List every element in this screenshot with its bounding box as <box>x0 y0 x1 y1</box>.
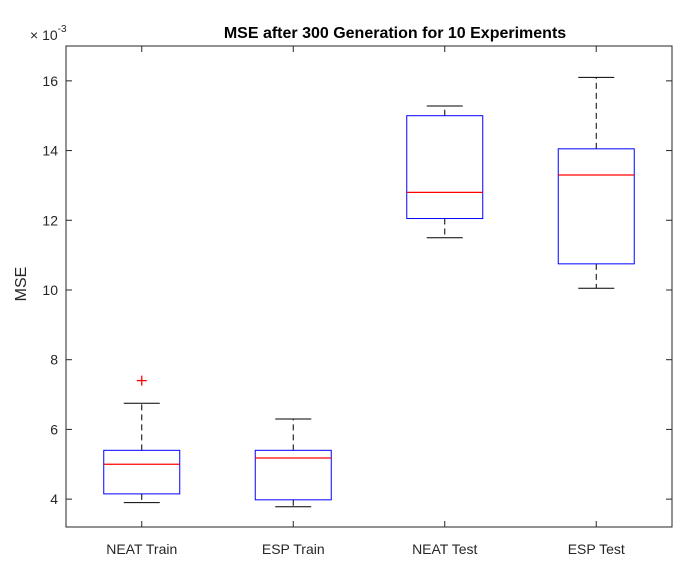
y-exponent-label: × 10-3 <box>30 24 67 43</box>
box-group-0 <box>103 375 181 504</box>
x-tick-label: ESP Train <box>262 541 325 557</box>
box-group-2 <box>406 105 484 239</box>
x-tick-label: NEAT Test <box>412 541 477 557</box>
y-tick-label: 6 <box>50 421 58 437</box>
box-iqr <box>103 449 181 495</box>
y-exponent-power: -3 <box>58 24 67 35</box>
x-tick-label: ESP Test <box>568 541 625 557</box>
y-exponent-base: × 10 <box>30 27 58 43</box>
y-tick-label: 4 <box>50 491 58 507</box>
y-axis-ticks: 4 6 8 10 12 14 16 <box>42 73 672 507</box>
y-tick-label: 12 <box>42 212 58 228</box>
y-axis-label: MSE <box>13 267 30 302</box>
box-iqr <box>254 449 332 501</box>
box-group-3 <box>557 76 635 289</box>
x-tick-label: NEAT Train <box>106 541 177 557</box>
box-iqr <box>406 115 484 220</box>
plot-area-frame <box>65 45 673 528</box>
y-tick-label: 16 <box>42 73 58 89</box>
box-series <box>103 76 635 508</box>
box-group-1 <box>254 418 332 508</box>
y-tick-label: 10 <box>42 282 58 298</box>
chart-title: MSE after 300 Generation for 10 Experime… <box>224 25 566 42</box>
y-tick-label: 8 <box>50 352 58 368</box>
box-iqr <box>557 148 635 265</box>
y-tick-label: 14 <box>42 143 58 159</box>
x-axis-ticks: NEAT Train ESP Train NEAT Test ESP Test <box>106 46 625 557</box>
